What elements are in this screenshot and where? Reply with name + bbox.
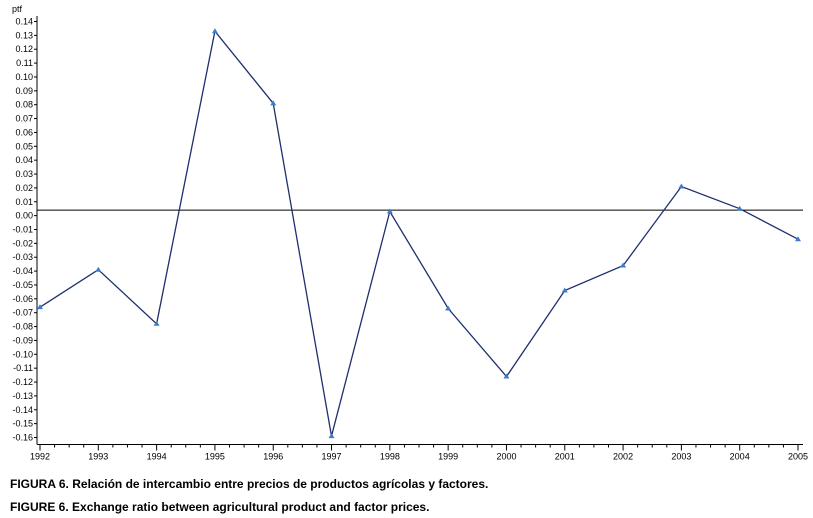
y-tick-label: 0.04	[15, 155, 33, 165]
y-tick-label: -0.03	[12, 252, 33, 262]
y-tick-label: 0.05	[15, 141, 33, 151]
x-tick-label: 1995	[205, 452, 225, 462]
x-tick-label: 2001	[555, 452, 575, 462]
series-line	[39, 29, 799, 437]
y-tick-label: 0.10	[15, 72, 33, 82]
figure-caption-spanish: FIGURA 6. Relación de intercambio entre …	[10, 477, 489, 491]
y-tick-label: 0.14	[15, 17, 33, 27]
data-point-marker	[678, 183, 685, 189]
data-point-marker	[795, 236, 801, 242]
y-tick-label: -0.01	[12, 225, 33, 235]
x-tick-label: 1993	[88, 452, 108, 462]
x-tick-label: 1992	[30, 452, 50, 462]
y-tick-label: -0.14	[12, 405, 33, 415]
y-tick-label: -0.04	[12, 266, 33, 276]
x-tick-label: 2005	[788, 452, 808, 462]
data-point-marker	[503, 373, 510, 379]
data-point-marker	[445, 305, 452, 311]
y-tick-label: 0.11	[16, 58, 33, 68]
y-tick-label: 0.02	[15, 183, 33, 193]
y-tick-label: 0.06	[15, 127, 33, 137]
figure-caption-english: FIGURE 6. Exchange ratio between agricul…	[10, 500, 430, 514]
y-axis-label: ptf	[12, 4, 23, 14]
y-tick-label: -0.15	[12, 419, 33, 429]
data-point-marker	[95, 266, 102, 272]
y-tick-label: -0.10	[12, 349, 33, 359]
x-tick-label: 1997	[322, 452, 342, 462]
x-tick-label: 1996	[263, 452, 283, 462]
data-point-marker	[386, 208, 393, 214]
series-group	[37, 28, 801, 439]
y-tick-label: -0.12	[12, 377, 33, 387]
x-tick-label: 2000	[496, 452, 516, 462]
x-axis-ticks: 1992 1993 1994 1995 1996 1997 1998 1999 2000 2001…	[30, 444, 808, 462]
x-tick-label: 1999	[438, 452, 458, 462]
y-tick-label: 0.08	[15, 100, 33, 110]
y-tick-label: -0.07	[12, 308, 33, 318]
y-tick-label: 0.00	[15, 211, 33, 221]
y-tick-label: 0.09	[15, 86, 33, 96]
y-tick-label: -0.08	[12, 322, 33, 332]
y-tick-label: -0.06	[12, 294, 33, 304]
data-point-marker	[620, 262, 627, 268]
line-chart: ptf -0.16-0.15-0.14-0.13-0.12-0.11-0.10-…	[12, 4, 808, 462]
y-tick-label: 0.03	[15, 169, 33, 179]
y-tick-label: -0.05	[12, 280, 33, 290]
data-point-marker	[270, 100, 277, 106]
y-tick-label: -0.09	[12, 335, 33, 345]
y-axis-ticks: -0.16 -0.15 -0.14 -0.13 -0.12 -0.11 -0.10 -0.09…	[12, 17, 37, 443]
data-point-marker	[328, 433, 335, 439]
x-tick-label: 2004	[730, 452, 750, 462]
data-point-marker	[561, 287, 568, 293]
x-tick-label: 1994	[147, 452, 167, 462]
y-tick-label: -0.13	[12, 391, 33, 401]
data-point-marker	[37, 304, 43, 310]
x-tick-label: 1998	[380, 452, 400, 462]
x-tick-label: 2002	[613, 452, 633, 462]
y-tick-label: 0.07	[15, 114, 33, 124]
data-point-marker	[153, 320, 160, 326]
x-tick-label: 2003	[671, 452, 691, 462]
y-tick-label: -0.02	[12, 238, 33, 248]
y-tick-label: 0.12	[15, 44, 33, 54]
y-tick-label: 0.01	[15, 197, 33, 207]
data-point-marker	[211, 28, 218, 34]
y-tick-label: -0.16	[12, 433, 33, 443]
y-tick-label: 0.13	[15, 30, 33, 40]
data-point-marker	[736, 205, 743, 211]
y-tick-label: -0.11	[13, 363, 33, 373]
